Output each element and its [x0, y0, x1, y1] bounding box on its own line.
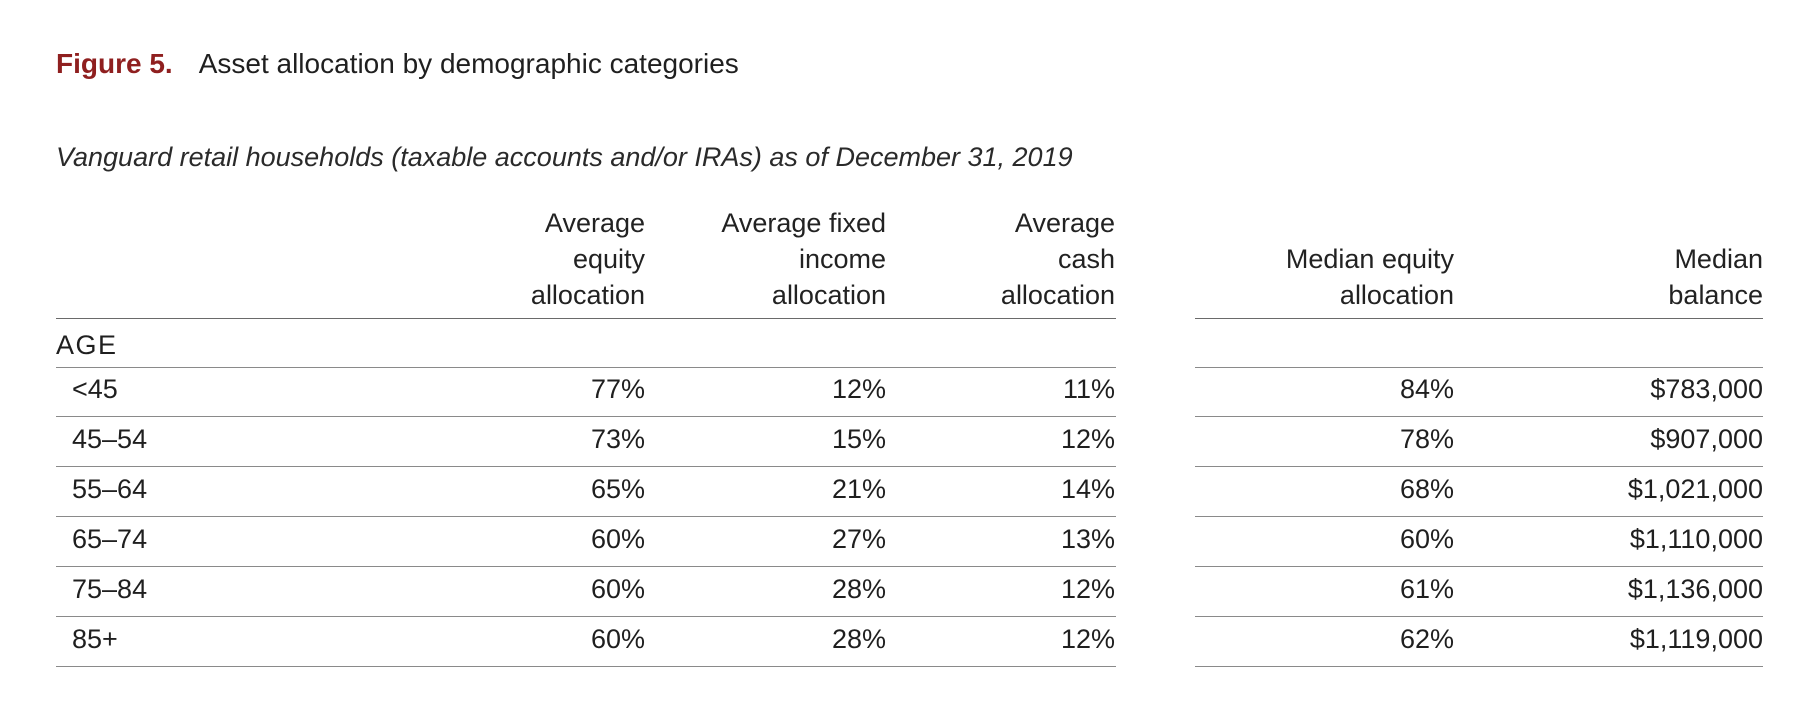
table-cell: 28%	[831, 574, 886, 604]
row-rule-right	[1195, 516, 1763, 517]
row-label: 45–54	[72, 424, 148, 454]
row-rule-right	[1195, 466, 1763, 467]
table-cell: 60%	[590, 574, 645, 604]
header-line: allocation	[530, 280, 645, 310]
section-rule-right	[1195, 367, 1763, 368]
table-cell: $1,119,000	[1629, 624, 1763, 654]
table-cell: 27%	[831, 524, 886, 554]
header-median-balance: Median balance	[1668, 241, 1763, 313]
header-line: equity	[572, 244, 645, 274]
table-cell: 15%	[831, 424, 886, 454]
header-line: cash	[1057, 244, 1115, 274]
row-rule-left	[56, 616, 1116, 617]
table-cell: $1,136,000	[1627, 574, 1763, 604]
header-line: Average	[1014, 208, 1115, 238]
row-rule-left	[56, 466, 1116, 467]
header-line: allocation	[1000, 280, 1115, 310]
table-cell: $907,000	[1650, 424, 1763, 454]
row-rule-left	[56, 566, 1116, 567]
figure-title-text: Asset allocation by demographic categori…	[198, 48, 739, 79]
table-cell: 84%	[1399, 374, 1454, 404]
row-rule-right	[1195, 666, 1763, 667]
table-cell: 11%	[1062, 374, 1115, 404]
table-cell: 12%	[1060, 624, 1115, 654]
table-cell: 60%	[590, 624, 645, 654]
table-cell: 21%	[831, 474, 886, 504]
header-rule-left	[56, 318, 1116, 319]
header-average-cash: Average cash allocation	[1001, 205, 1115, 313]
header-line: income	[798, 244, 886, 274]
header-line: allocation	[1339, 280, 1454, 310]
table-cell: 60%	[590, 524, 645, 554]
header-line: Median	[1674, 244, 1763, 274]
section-label-age: AGE	[56, 330, 118, 360]
row-label: 85+	[72, 624, 118, 654]
row-rule-right	[1195, 566, 1763, 567]
section-rule-left	[56, 367, 1116, 368]
header-line: Median equity	[1285, 244, 1454, 274]
row-label: 75–84	[72, 574, 148, 604]
header-line: Average	[544, 208, 645, 238]
table-cell: 60%	[1399, 524, 1454, 554]
row-rule-left	[56, 416, 1116, 417]
table-cell: 78%	[1399, 424, 1454, 454]
header-average-equity: Average equity allocation	[531, 205, 645, 313]
table-cell: 68%	[1399, 474, 1454, 504]
table-cell: 65%	[590, 474, 645, 504]
header-average-fixed-income: Average fixed income allocation	[721, 205, 886, 313]
header-median-equity: Median equity allocation	[1286, 241, 1454, 313]
header-line: Average fixed	[721, 208, 886, 238]
row-label: 65–74	[72, 524, 148, 554]
table-cell: 77%	[590, 374, 645, 404]
table-cell: 62%	[1399, 624, 1454, 654]
table-cell: $1,110,000	[1629, 524, 1763, 554]
table-cell: 73%	[590, 424, 645, 454]
table-cell: 13%	[1060, 524, 1115, 554]
figure-subtitle: Vanguard retail households (taxable acco…	[56, 142, 1073, 172]
table-cell: 12%	[1060, 574, 1115, 604]
table-cell: 14%	[1060, 474, 1115, 504]
header-line: balance	[1668, 280, 1763, 310]
row-label: <45	[72, 374, 118, 404]
table-cell: 12%	[831, 374, 886, 404]
row-rule-left	[56, 516, 1116, 517]
row-label: 55–64	[72, 474, 148, 504]
table-cell: 61%	[1399, 574, 1454, 604]
header-rule-right	[1195, 318, 1763, 319]
header-line: allocation	[771, 280, 886, 310]
table-cell: 28%	[831, 624, 886, 654]
row-rule-left	[56, 666, 1116, 667]
row-rule-right	[1195, 416, 1763, 417]
table-cell: 12%	[1060, 424, 1115, 454]
table-cell: $783,000	[1650, 374, 1763, 404]
figure-title: Figure 5. Asset allocation by demographic…	[56, 46, 739, 82]
row-rule-right	[1195, 616, 1763, 617]
figure-label: Figure 5.	[56, 48, 173, 79]
table-cell: $1,021,000	[1627, 474, 1763, 504]
